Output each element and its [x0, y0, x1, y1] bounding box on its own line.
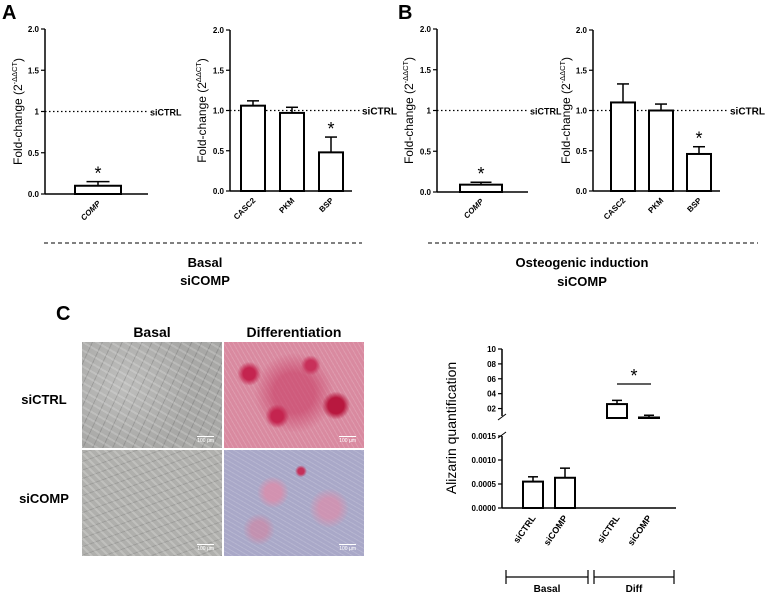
x-tick-label: COMP [462, 197, 486, 221]
panel-letter-b: B [398, 2, 412, 24]
scale-bar-label: 100 µm [197, 544, 214, 552]
bar [459, 183, 503, 193]
y-tick-label: 0.0 [28, 190, 40, 199]
x-tick-label: PKM [277, 196, 296, 215]
y-tick-label: 08 [487, 360, 496, 369]
x-tick-label: siCTRL [511, 513, 538, 545]
y-tick-label: 0.0 [420, 188, 432, 197]
scale-bar-label: 100 µm [197, 436, 214, 444]
bar [279, 111, 305, 192]
micrograph-diff-sicomp: 100 µm [224, 450, 364, 556]
y-tick-label: 1 [35, 108, 40, 117]
x-tick-label: CASC2 [602, 196, 628, 222]
scale-bar-label: 100 µm [339, 544, 356, 552]
group-sublabel-b: siCOMP [557, 274, 607, 289]
x-tick-label: PKM [646, 196, 665, 215]
y-axis-label: Fold-change (2-ΔΔCT) [401, 57, 416, 164]
y-tick-label: 2.0 [576, 26, 588, 35]
x-tick-label: siCOMP [626, 513, 654, 547]
x-tick-label: BSP [685, 196, 703, 214]
column-label-differentiation: Differentiation [247, 324, 342, 340]
x-tick-label: siCTRL [595, 513, 622, 545]
reference-label: siCTRL [530, 107, 562, 117]
micrograph-basal-sictrl: 100 µm [82, 342, 222, 448]
bar [648, 109, 674, 192]
y-tick-label: 2.0 [420, 25, 432, 34]
significance-marker: * [630, 366, 637, 386]
bar [240, 104, 266, 192]
y-tick-label: 1.5 [420, 66, 432, 75]
y-tick-label: 0.0 [576, 187, 588, 196]
significance-marker: * [327, 119, 334, 139]
significance-marker: * [695, 129, 702, 149]
reference-label: siCTRL [362, 107, 397, 118]
x-tick-label: COMP [79, 199, 103, 223]
y-axis-label: Fold-change (2ΔΔCT) [194, 58, 209, 163]
bar [554, 476, 576, 510]
significance-marker: * [477, 164, 484, 184]
y-tick-label: 1.5 [576, 66, 588, 75]
bar [318, 151, 344, 192]
group-label-a: Basal [188, 255, 223, 270]
y-tick-label: 0.5 [28, 149, 40, 158]
bar [74, 184, 122, 195]
panel-letter-a: A [2, 2, 16, 24]
bar [638, 416, 660, 420]
y-axis-label: Fold-change (2-ΔΔCT) [10, 58, 25, 165]
y-tick-label: 1.5 [213, 66, 225, 75]
row-label-sicomp: siCOMP [19, 491, 69, 506]
y-tick-label: 2.0 [28, 25, 40, 34]
y-tick-label: 0.0015 [472, 432, 497, 441]
bar [610, 101, 636, 192]
bar [522, 480, 544, 510]
y-tick-label: 0.0005 [472, 480, 497, 489]
reference-label: siCTRL [730, 107, 765, 118]
y-tick-label: 1.5 [28, 66, 40, 75]
y-tick-label: 0.0 [213, 187, 225, 196]
x-tick-label: CASC2 [232, 196, 258, 222]
y-tick-label: 0.5 [420, 147, 432, 156]
row-label-sictrl: siCTRL [21, 392, 67, 407]
y-tick-label: 06 [487, 375, 496, 384]
micrograph-diff-sictrl: 100 µm [224, 342, 364, 448]
y-tick-label: 10 [487, 345, 496, 354]
y-tick-label: 2.0 [213, 26, 225, 35]
reference-label: siCTRL [150, 108, 182, 118]
y-tick-label: 1.0 [576, 107, 588, 116]
group-sublabel-a: siCOMP [180, 273, 230, 288]
y-tick-label: 1.0 [213, 107, 225, 116]
significance-marker: * [94, 164, 101, 184]
bar [606, 403, 628, 420]
group-label-diff: Diff [626, 584, 643, 593]
x-tick-label: siCOMP [542, 513, 570, 547]
y-tick-label: 1 [427, 107, 432, 116]
group-label-b: Osteogenic induction [516, 255, 649, 270]
scale-bar-label: 100 µm [339, 436, 356, 444]
x-tick-label: BSP [317, 196, 335, 214]
y-tick-label: 04 [487, 390, 496, 399]
micrograph-basal-sicomp: 100 µm [82, 450, 222, 556]
panel-letter-c: C [56, 303, 70, 325]
y-tick-label: 0.5 [213, 147, 225, 156]
axis-break-mark [497, 431, 507, 439]
bar [686, 152, 712, 192]
y-tick-label: 0.0000 [472, 504, 497, 513]
y-tick-label: 02 [487, 405, 496, 414]
column-label-basal: Basal [133, 324, 170, 340]
y-axis-label: Fold-change (2-ΔΔCT) [558, 57, 573, 164]
y-tick-label: 0.0010 [472, 456, 497, 465]
axis-break-mark [497, 413, 507, 421]
y-axis-label: Alizarin quantification [443, 362, 459, 494]
y-tick-label: 0.5 [576, 147, 588, 156]
group-label-basal: Basal [534, 584, 561, 593]
